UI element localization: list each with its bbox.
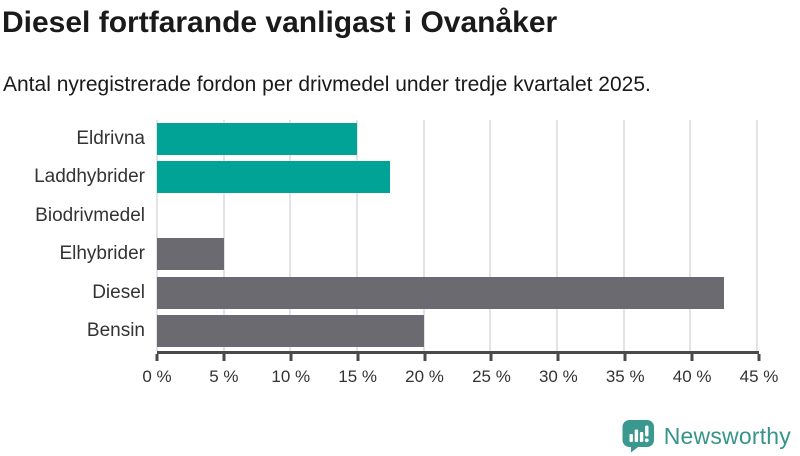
bar-row: Eldrivna [0,120,800,159]
x-axis-tick [690,353,694,361]
category-label: Eldrivna [76,127,145,149]
category-label: Laddhybrider [34,166,145,188]
bar-eldrivna [157,122,357,155]
bar-row: Biodrivmedel [0,197,800,236]
x-axis-tick [623,353,627,361]
x-axis-tick-label: 35 % [605,366,645,386]
x-axis-tick-label: 45 % [739,366,779,386]
gridline [489,119,492,351]
gridlines [156,119,758,351]
gridline [356,119,358,351]
bar-track [157,161,757,194]
x-axis-tick [556,353,560,361]
chart-subtitle: Antal nyregistrerade fordon per drivmede… [3,72,651,96]
gridline [156,119,158,351]
gridline [756,119,758,351]
gridline [689,119,692,351]
x-axis-tick [356,353,360,361]
x-axis-tick-label: 5 % [209,366,239,386]
bar-track [157,122,757,155]
chart-page: Diesel fortfarande vanligast i Ovanåker … [0,6,800,456]
category-label: Elhybrider [59,243,145,265]
x-axis-tick [222,353,226,361]
x-axis-tick-label: 10 % [271,366,311,386]
x-axis-tick-label: 15 % [338,366,378,386]
x-axis-tick [489,353,493,361]
gridline [422,119,425,351]
x-axis-tick-label: 25 % [472,366,511,386]
bar-track [157,200,757,232]
category-label: Bensin [86,320,145,342]
bar-track [157,276,757,309]
gridline [622,119,625,351]
bar-elhybrider [157,238,224,271]
x-axis-tick-label: 0 % [142,366,172,386]
bar-row: Bensin [0,312,800,351]
x-axis-tick-label: 20 % [405,366,444,386]
bar-rows: Eldrivna Laddhybrider Biodrivmedel Elhybrid… [0,120,800,351]
x-axis-tick [155,353,159,361]
bar-track [157,315,757,348]
newsworthy-wordmark: Newsworthy [663,422,791,449]
bar-track [157,238,757,271]
gridline [289,119,292,351]
chart-title: Diesel fortfarande vanligast i Ovanåker [2,6,558,39]
category-label: Diesel [92,281,145,303]
x-axis-tick-label: 40 % [672,366,712,386]
gridline [556,119,558,351]
x-axis-tick [289,353,293,361]
bar-laddhybrider [157,161,391,194]
newsworthy-bubble-chart-icon [622,420,654,453]
bar-row: Laddhybrider [0,158,800,197]
x-axis-tick-label: 30 % [538,366,578,386]
x-axis-tick [757,353,761,361]
bar-bensin [157,315,424,348]
category-label: Biodrivmedel [35,204,145,226]
bar-row: Elhybrider [0,235,800,274]
plot-area: Eldrivna Laddhybrider Biodrivmedel Elhybrid… [0,119,800,351]
x-axis-tick [423,353,427,361]
bar-diesel [157,276,724,309]
newsworthy-logo: Newsworthy [621,419,791,453]
x-axis: 0 % 5 % 10 % 15 % 20 % 25 % 30 % 35 % 40 % 45 % [142,350,778,393]
gridline [222,119,225,351]
bar-row: Diesel [0,274,800,313]
bar-chart: Eldrivna Laddhybrider Biodrivmedel Elhybrid… [0,119,800,393]
